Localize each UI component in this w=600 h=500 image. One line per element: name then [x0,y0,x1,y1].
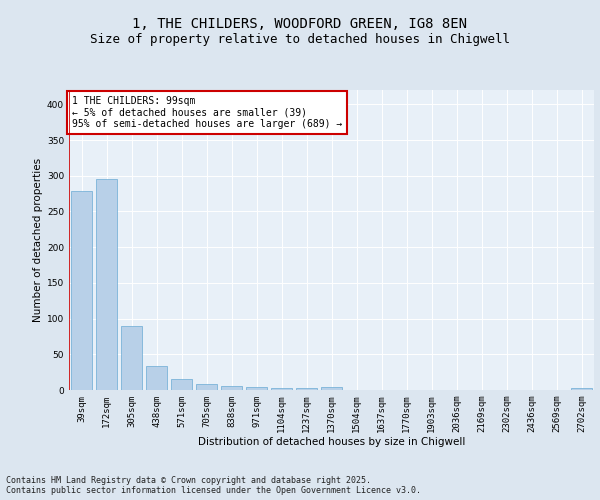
Bar [571,388,592,390]
Bar [246,387,267,390]
Bar [121,326,142,390]
Bar [296,388,317,390]
Text: Contains HM Land Registry data © Crown copyright and database right 2025.
Contai: Contains HM Land Registry data © Crown c… [6,476,421,495]
Text: Size of property relative to detached houses in Chigwell: Size of property relative to detached ho… [90,32,510,46]
Bar [321,387,342,390]
Bar [171,378,192,390]
Bar [96,180,117,390]
Bar [196,384,217,390]
Bar [271,388,292,390]
Bar [146,366,167,390]
Text: 1, THE CHILDERS, WOODFORD GREEN, IG8 8EN: 1, THE CHILDERS, WOODFORD GREEN, IG8 8EN [133,18,467,32]
Bar [71,192,92,390]
Bar [221,386,242,390]
Y-axis label: Number of detached properties: Number of detached properties [33,158,43,322]
Text: 1 THE CHILDERS: 99sqm
← 5% of detached houses are smaller (39)
95% of semi-detac: 1 THE CHILDERS: 99sqm ← 5% of detached h… [71,96,342,129]
X-axis label: Distribution of detached houses by size in Chigwell: Distribution of detached houses by size … [198,436,465,446]
